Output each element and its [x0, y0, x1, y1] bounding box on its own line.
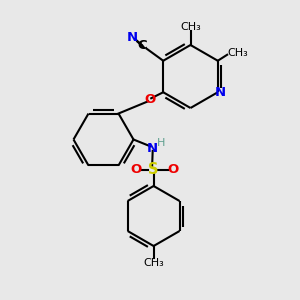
Text: H: H	[157, 137, 165, 148]
Text: CH₃: CH₃	[143, 258, 164, 268]
Text: O: O	[144, 93, 155, 106]
Text: CH₃: CH₃	[180, 22, 201, 32]
Text: N: N	[147, 142, 158, 155]
Text: CH₃: CH₃	[227, 48, 248, 58]
Text: O: O	[167, 163, 178, 176]
Text: N: N	[214, 86, 226, 99]
Text: C: C	[137, 39, 147, 52]
Text: N: N	[127, 31, 138, 44]
Text: O: O	[130, 163, 142, 176]
Text: S: S	[148, 162, 159, 177]
